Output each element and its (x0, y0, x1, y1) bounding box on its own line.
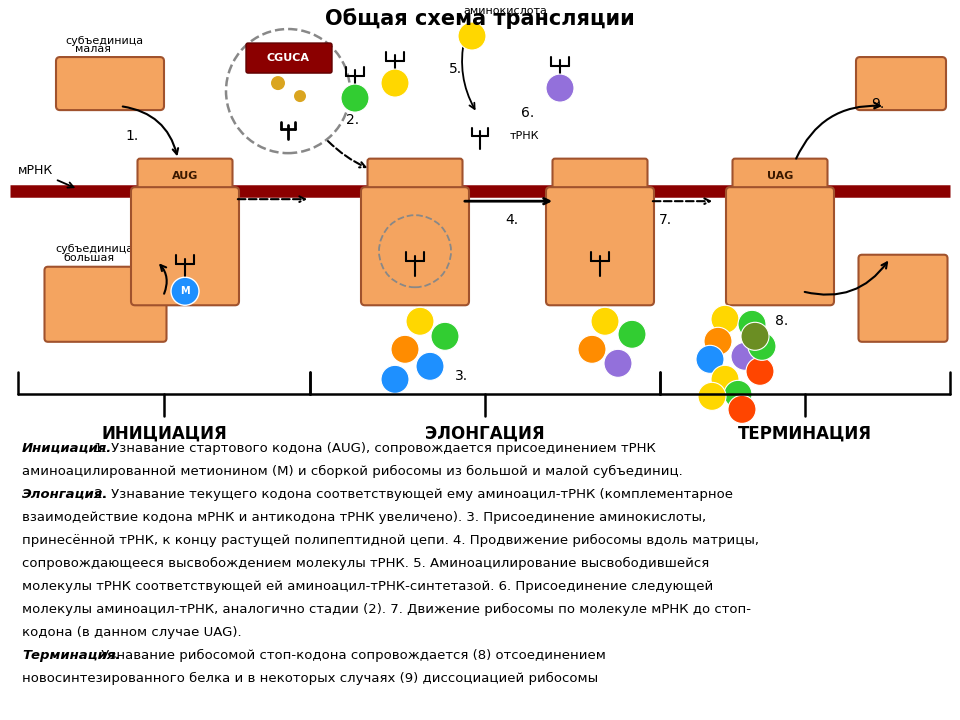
Circle shape (741, 323, 769, 351)
Text: 7.: 7. (659, 213, 672, 228)
Circle shape (748, 333, 776, 360)
Circle shape (591, 307, 619, 336)
Text: принесённой тРНК, к концу растущей полипептидной цепи. 4. Продвижение рибосомы в: принесённой тРНК, к концу растущей полип… (22, 534, 759, 547)
Text: кодона (в данном случае UAG).: кодона (в данном случае UAG). (22, 626, 242, 639)
Circle shape (711, 305, 739, 333)
Circle shape (406, 307, 434, 336)
FancyBboxPatch shape (546, 187, 654, 305)
Text: 2. Узнавание текущего кодона соответствующей ему аминоацил-тРНК (комплементарное: 2. Узнавание текущего кодона соответству… (90, 488, 733, 501)
Text: аминокислота: аминокислота (463, 6, 547, 16)
FancyBboxPatch shape (858, 255, 948, 342)
Circle shape (698, 382, 726, 410)
Circle shape (618, 320, 646, 348)
Circle shape (731, 342, 759, 370)
FancyBboxPatch shape (56, 57, 164, 110)
FancyBboxPatch shape (726, 187, 834, 305)
Circle shape (341, 84, 369, 112)
Circle shape (704, 328, 732, 355)
Text: 3.: 3. (455, 369, 468, 383)
Text: Терминация.: Терминация. (22, 649, 120, 662)
Circle shape (711, 365, 739, 393)
Circle shape (226, 29, 350, 153)
Text: субъединица: субъединица (55, 244, 133, 254)
Text: субъединица: субъединица (65, 36, 143, 46)
Text: Элонгация.: Элонгация. (22, 488, 108, 501)
Text: ИНИЦИАЦИЯ: ИНИЦИАЦИЯ (101, 424, 227, 442)
Text: ЭЛОНГАЦИЯ: ЭЛОНГАЦИЯ (425, 424, 545, 442)
Text: сопровождающееся высвобождением молекулы тРНК. 5. Аминоацилирование высвободивше: сопровождающееся высвобождением молекулы… (22, 557, 709, 570)
Circle shape (738, 310, 766, 338)
Text: 8.: 8. (775, 315, 788, 328)
Circle shape (696, 346, 724, 374)
Circle shape (431, 323, 459, 351)
Text: Общая схема трансляции: Общая схема трансляции (325, 8, 635, 29)
Text: 9.: 9. (872, 97, 884, 111)
Text: аминоацилированной метионином (М) и сборкой рибосомы из большой и малой субъедин: аминоацилированной метионином (М) и сбор… (22, 465, 683, 478)
FancyBboxPatch shape (246, 43, 332, 73)
Text: Узнавание рибосомой стоп-кодона сопровождается (8) отсоединением: Узнавание рибосомой стоп-кодона сопровож… (97, 649, 606, 662)
Circle shape (294, 90, 306, 102)
Circle shape (171, 277, 199, 305)
FancyBboxPatch shape (361, 187, 469, 305)
Circle shape (604, 349, 632, 377)
Text: молекулы аминоацил-тРНК, аналогично стадии (2). 7. Движение рибосомы по молекуле: молекулы аминоацил-тРНК, аналогично стад… (22, 603, 751, 616)
Circle shape (458, 22, 486, 50)
FancyBboxPatch shape (856, 57, 946, 110)
FancyBboxPatch shape (131, 187, 239, 305)
Text: большая: большая (63, 253, 114, 264)
Text: M: M (180, 287, 190, 296)
Circle shape (381, 69, 409, 97)
Text: ТЕРМИНАЦИЯ: ТЕРМИНАЦИЯ (738, 424, 872, 442)
Text: взаимодействие кодона мРНК и антикодона тРНК увеличено). 3. Присоединение аминок: взаимодействие кодона мРНК и антикодона … (22, 511, 707, 524)
Circle shape (271, 76, 285, 90)
Text: молекулы тРНК соответствующей ей аминоацил-тРНК-синтетазой. 6. Присоединение сле: молекулы тРНК соответствующей ей аминоац… (22, 580, 713, 593)
Circle shape (391, 336, 419, 364)
Circle shape (381, 365, 409, 393)
Text: CGUCA: CGUCA (267, 53, 309, 63)
Circle shape (724, 380, 752, 408)
FancyBboxPatch shape (44, 266, 166, 342)
Text: UAG: UAG (767, 171, 793, 181)
Text: мРНК: мРНК (18, 164, 53, 177)
Text: малая: малая (75, 44, 111, 54)
Text: новосинтезированного белка и в некоторых случаях (9) диссоциацией рибосомы: новосинтезированного белка и в некоторых… (22, 672, 598, 685)
FancyBboxPatch shape (368, 158, 463, 194)
FancyBboxPatch shape (732, 158, 828, 194)
Circle shape (546, 74, 574, 102)
FancyBboxPatch shape (553, 158, 647, 194)
Text: 5.: 5. (448, 62, 462, 76)
Text: 2.: 2. (347, 113, 360, 127)
Text: AUG: AUG (172, 171, 198, 181)
Text: 4.: 4. (505, 213, 518, 228)
Circle shape (746, 357, 774, 385)
Text: тРНК: тРНК (510, 131, 540, 141)
Text: 1.: 1. (126, 129, 138, 143)
Text: Инициация.: Инициация. (22, 442, 112, 455)
Circle shape (728, 395, 756, 423)
Circle shape (578, 336, 606, 364)
FancyBboxPatch shape (137, 158, 232, 194)
Text: 6.: 6. (521, 106, 535, 120)
Text: 1. Узнавание стартового кодона (AUG), сопровождается присоединением тРНК: 1. Узнавание стартового кодона (AUG), со… (90, 442, 656, 455)
Circle shape (416, 352, 444, 380)
